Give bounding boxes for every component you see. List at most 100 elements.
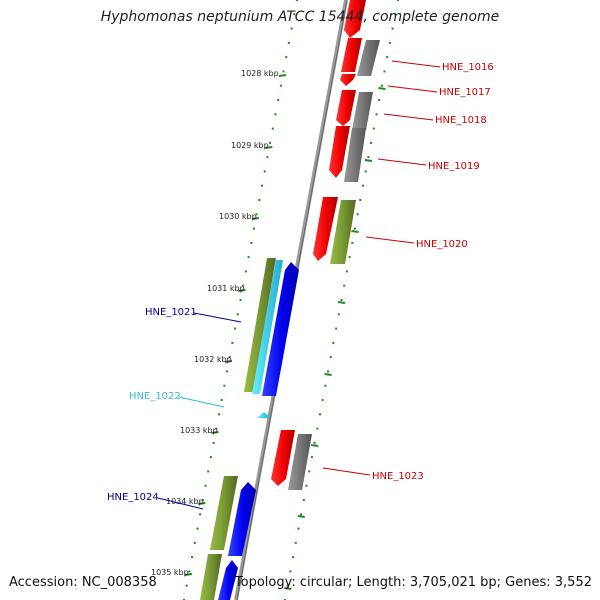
tick-dot xyxy=(199,513,202,516)
tick-dot xyxy=(239,299,242,301)
outer-tick xyxy=(311,444,319,447)
tick-dot xyxy=(329,356,332,359)
gene-feature-hne-1020[interactable] xyxy=(313,197,356,264)
tick-dot xyxy=(354,227,356,230)
leader-line xyxy=(387,85,438,93)
leader-line xyxy=(383,113,434,121)
tick-dot xyxy=(209,456,212,459)
leader-line xyxy=(178,396,225,408)
leader-line xyxy=(391,60,441,68)
tick-dot xyxy=(228,356,231,359)
topology-label: Topology: circular; Length: 3,705,021 bp… xyxy=(234,575,592,590)
tick-dot xyxy=(266,156,269,159)
tick-dot xyxy=(201,499,204,501)
tick-dot xyxy=(335,327,338,330)
tick-dot xyxy=(316,427,319,430)
gene-label[interactable]: HNE_1017 xyxy=(439,87,491,98)
tick-dot xyxy=(383,70,386,73)
outer-tick xyxy=(378,87,386,90)
gene-feature-hne-1024[interactable] xyxy=(200,476,256,600)
kbp-tick xyxy=(184,573,193,576)
tick-dot xyxy=(215,427,218,430)
tick-dot xyxy=(286,584,289,587)
tick-dot xyxy=(204,484,207,487)
tick-dot xyxy=(321,399,324,401)
gene-feature-hne-1022[interactable] xyxy=(257,412,271,418)
kbp-label: 1035 kbp xyxy=(151,568,189,577)
gene-feature-hne-1023[interactable] xyxy=(271,430,312,490)
tick-dot xyxy=(364,170,367,173)
tick-dot xyxy=(193,541,196,544)
tick-dot xyxy=(297,527,300,530)
tick-dot xyxy=(362,184,364,187)
gene-label[interactable]: HNE_1019 xyxy=(428,161,480,172)
tick-dot xyxy=(250,241,253,244)
gene-label[interactable]: HNE_1018 xyxy=(435,115,487,126)
tick-dot xyxy=(234,327,237,330)
kbp-label: 1032 kbp xyxy=(194,355,232,364)
tick-dot xyxy=(269,141,272,144)
gene-feature-hne-1016[interactable] xyxy=(340,0,380,86)
gene-feature-hne-1018[interactable] xyxy=(352,92,373,130)
tick-dot xyxy=(185,584,188,587)
tick-dot xyxy=(247,256,250,259)
leader-line xyxy=(365,236,415,244)
tick-dot xyxy=(279,84,282,87)
tick-dot xyxy=(319,413,321,416)
tick-dot xyxy=(236,313,239,316)
gene-label[interactable]: HNE_1020 xyxy=(416,239,468,250)
tick-dot xyxy=(388,41,391,44)
tick-dot xyxy=(345,270,348,273)
gene-label[interactable]: HNE_1024 xyxy=(107,492,159,503)
outer-tick xyxy=(364,159,373,162)
tick-dot xyxy=(348,256,351,259)
tick-dot xyxy=(258,199,261,201)
gene-feature-hne-1017[interactable] xyxy=(336,90,356,126)
tick-dot xyxy=(261,184,263,187)
gene-label[interactable]: HNE_1022 xyxy=(129,391,181,402)
tick-dot xyxy=(391,27,394,30)
gene-feature-hne-1019[interactable] xyxy=(329,126,366,182)
genome-title: Hyphomonas neptunium ATCC 15444, complet… xyxy=(100,9,500,25)
tick-dot xyxy=(220,399,223,401)
gene-feature-hne-1021[interactable] xyxy=(244,258,299,396)
outer-tick xyxy=(337,301,346,304)
tick-dot xyxy=(292,556,295,559)
tick-dot xyxy=(310,456,313,459)
tick-dot xyxy=(290,27,293,30)
kbp-tick xyxy=(198,502,206,505)
tick-dot xyxy=(242,284,245,287)
tick-dot xyxy=(253,227,255,230)
tick-dot xyxy=(255,213,258,216)
kbp-tick xyxy=(238,289,246,292)
tick-dot xyxy=(327,370,329,373)
outer-tick xyxy=(351,230,359,233)
tick-dot xyxy=(294,541,297,544)
outer-tick xyxy=(297,515,305,518)
tick-dot xyxy=(313,441,316,444)
tick-dot xyxy=(196,527,199,530)
kbp-tick xyxy=(224,360,233,363)
gene-label[interactable]: HNE_1016 xyxy=(442,62,494,73)
tick-dot xyxy=(378,99,381,101)
tick-dot xyxy=(212,441,215,444)
tick-dot xyxy=(375,113,378,116)
tick-dot xyxy=(218,413,220,416)
tick-dot xyxy=(356,213,359,216)
accession-label: Accession: NC_008358 xyxy=(9,575,157,590)
tick-dot xyxy=(188,570,191,573)
gene-label[interactable]: HNE_1023 xyxy=(372,471,424,482)
tick-dot xyxy=(285,56,288,59)
kbp-tick xyxy=(211,431,219,434)
outer-tick xyxy=(324,373,332,376)
tick-dot xyxy=(296,0,298,1)
kbp-label: 1031 kbp xyxy=(207,284,245,293)
tick-dot xyxy=(359,199,362,201)
tick-dot xyxy=(343,284,346,287)
tick-dot xyxy=(394,13,397,16)
tick-dot xyxy=(305,484,308,487)
gene-label[interactable]: HNE_1021 xyxy=(145,307,197,318)
tick-dot xyxy=(332,341,335,344)
tick-dot xyxy=(386,56,389,59)
